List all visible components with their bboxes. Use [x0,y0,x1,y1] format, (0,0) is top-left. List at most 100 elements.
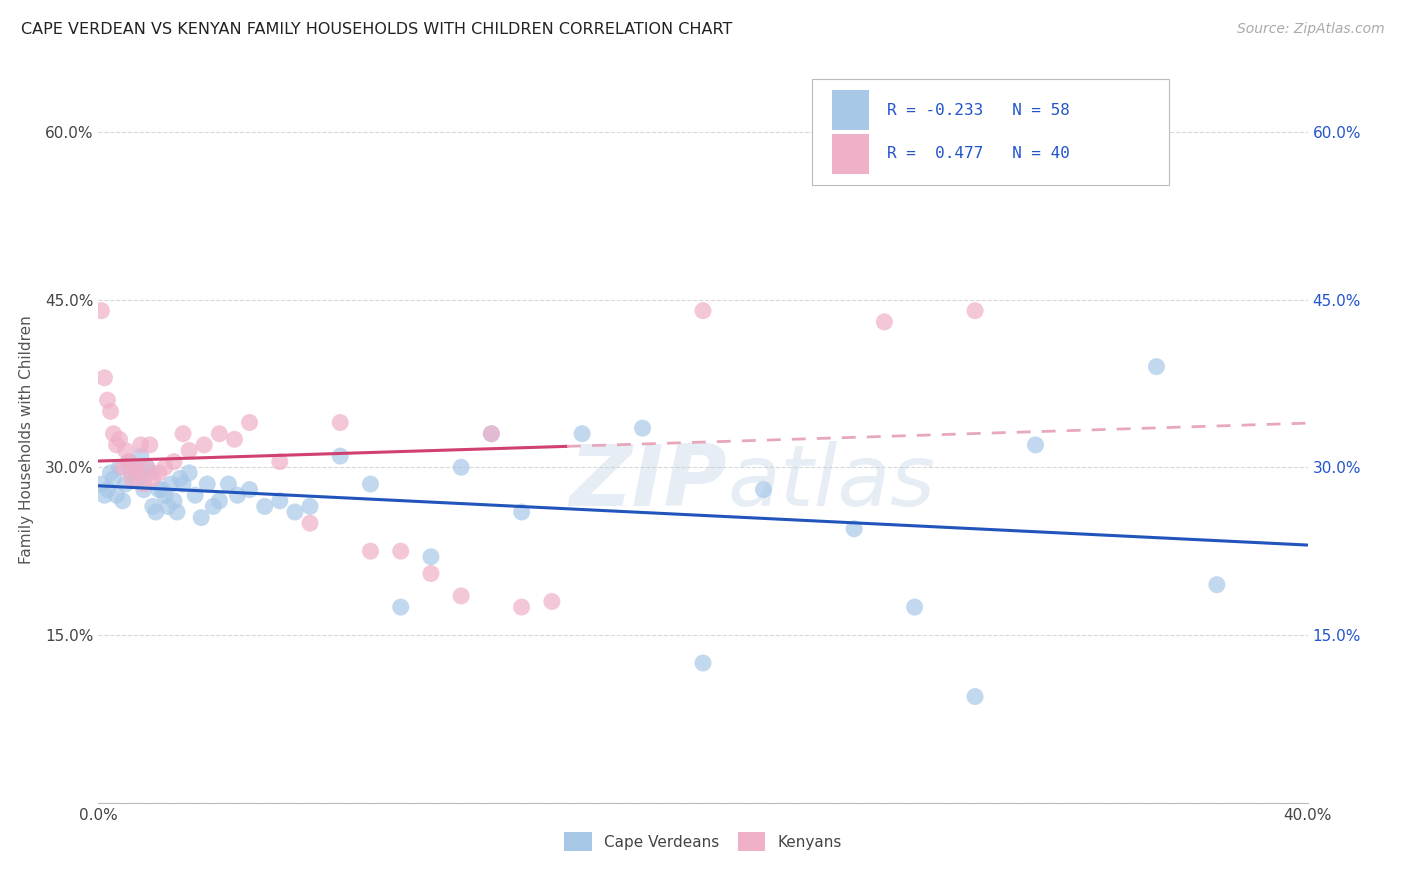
Point [450,460,472,475]
Point [224,432,246,446]
FancyBboxPatch shape [832,134,869,174]
Point [420,566,443,581]
Point [873,315,896,329]
Point [148,483,170,497]
Point [692,656,714,670]
Point [389,600,412,615]
Point [111,493,134,508]
Point [124,460,146,475]
Point [190,510,212,524]
Point [631,421,654,435]
Point [299,516,322,531]
Y-axis label: Family Households with Children: Family Households with Children [18,315,34,564]
Point [127,466,149,480]
Point [93,488,115,502]
Point [118,455,141,469]
Point [179,443,201,458]
Point [481,426,503,441]
Point [510,505,533,519]
Point [150,483,173,497]
Point [360,477,382,491]
Point [481,426,503,441]
Point [692,303,714,318]
Point [124,460,146,475]
Point [217,477,239,491]
Point [103,426,125,441]
Point [96,483,118,497]
Point [132,483,155,497]
Point [121,466,143,480]
Point [172,426,194,441]
Point [90,477,112,491]
Point [420,549,443,564]
Point [156,500,179,514]
Point [153,460,176,475]
Point [135,460,157,475]
Point [450,589,472,603]
Point [195,477,218,491]
Point [239,416,262,430]
Point [105,488,128,502]
Point [202,500,225,514]
Point [100,466,122,480]
Point [1144,359,1167,374]
Point [169,471,191,485]
Point [844,522,866,536]
Point [208,493,231,508]
Point [299,500,322,514]
Legend: Cape Verdeans, Kenyans: Cape Verdeans, Kenyans [558,826,848,857]
Point [389,544,412,558]
Point [111,460,134,475]
Point [145,505,167,519]
Point [142,500,165,514]
Point [208,426,231,441]
Point [269,493,291,508]
Point [172,477,194,491]
Point [139,466,162,480]
Point [105,438,128,452]
Point [103,471,125,485]
Point [1024,438,1046,452]
Point [129,449,152,463]
Text: Source: ZipAtlas.com: Source: ZipAtlas.com [1237,22,1385,37]
Point [108,432,131,446]
Point [163,493,186,508]
Text: R = -0.233   N = 58: R = -0.233 N = 58 [887,103,1070,118]
Point [148,466,170,480]
Point [121,471,143,485]
Point [193,438,215,452]
Point [360,544,382,558]
Point [114,477,136,491]
Point [184,488,207,502]
Point [239,483,262,497]
Point [90,303,112,318]
Point [118,455,141,469]
Point [93,371,115,385]
Point [127,471,149,485]
Point [132,477,155,491]
Text: ZIP: ZIP [569,442,727,524]
Text: atlas: atlas [727,442,935,524]
Point [153,488,176,502]
Point [752,483,775,497]
Point [1206,578,1229,592]
Point [329,416,352,430]
Point [166,505,188,519]
Text: CAPE VERDEAN VS KENYAN FAMILY HOUSEHOLDS WITH CHILDREN CORRELATION CHART: CAPE VERDEAN VS KENYAN FAMILY HOUSEHOLDS… [21,22,733,37]
Point [163,455,186,469]
Point [108,460,131,475]
Point [329,449,352,463]
Point [160,477,183,491]
Point [135,460,157,475]
Point [96,393,118,408]
Text: R =  0.477   N = 40: R = 0.477 N = 40 [887,146,1070,161]
Point [269,455,291,469]
Point [114,443,136,458]
Point [965,303,987,318]
Point [284,505,307,519]
Point [142,471,165,485]
Point [904,600,927,615]
FancyBboxPatch shape [832,90,869,130]
Point [510,600,533,615]
FancyBboxPatch shape [811,79,1168,185]
